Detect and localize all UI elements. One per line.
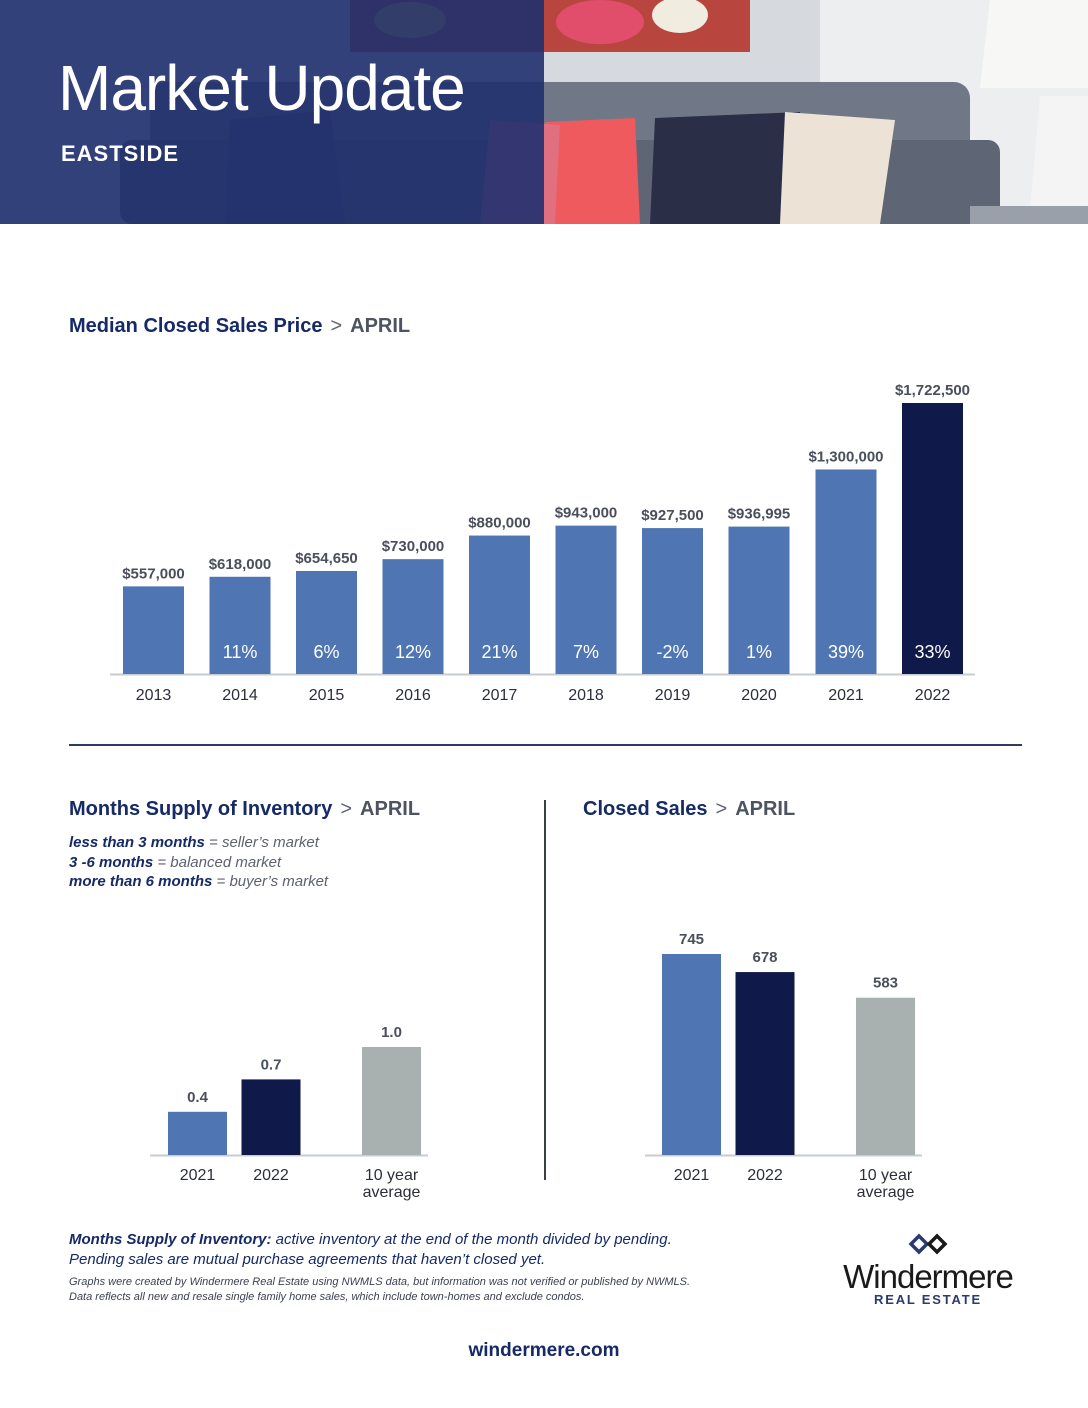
- price-chart-month: APRIL: [350, 315, 411, 337]
- price-change-label: 1%: [746, 642, 772, 662]
- inventory-value-label: 0.4: [187, 1089, 209, 1106]
- website-link[interactable]: windermere.com: [468, 1340, 620, 1361]
- sales-chart-month: APRIL: [735, 798, 796, 820]
- price-bar: [469, 535, 530, 674]
- price-bar: [382, 559, 444, 674]
- price-change-label: 39%: [828, 642, 864, 662]
- legend-row: 3 -6 months = balanced market: [69, 853, 282, 871]
- inventory-category-tick: average: [363, 1184, 421, 1201]
- inventory-definition: Months Supply of Inventory: active inven…: [69, 1231, 672, 1268]
- inventory-chart-separator: >: [340, 798, 353, 820]
- price-value-label: $927,500: [641, 507, 704, 524]
- price-change-label: 11%: [223, 642, 258, 662]
- page-title: Market Update: [58, 52, 466, 124]
- sales-category-tick: average: [857, 1184, 915, 1201]
- price-chart-heading: Median Closed Sales Price > APRIL: [69, 315, 410, 338]
- brand-name: Windermere: [843, 1258, 1014, 1295]
- price-year-tick: 2019: [655, 687, 691, 704]
- header-banner: Market Update EASTSIDE: [0, 0, 1088, 224]
- price-bar-chart: $557,000 2013 $618,000 11% 2014 $654,650 6% 201…: [110, 382, 975, 704]
- inventory-bar: [362, 1047, 421, 1155]
- sales-value-label: 583: [873, 975, 898, 992]
- inventory-category-tick: 2021: [180, 1167, 216, 1184]
- sales-chart-separator: >: [715, 798, 728, 820]
- brand-sub: REAL ESTATE: [874, 1292, 982, 1307]
- price-year-tick: 2022: [915, 687, 951, 704]
- price-value-label: $1,722,500: [895, 382, 970, 399]
- inventory-chart-month: APRIL: [360, 798, 421, 820]
- price-value-label: $557,000: [122, 565, 185, 582]
- inventory-chart-heading: Months Supply of Inventory > APRIL: [69, 798, 420, 821]
- windermere-mark-icon: [908, 1233, 948, 1255]
- price-bar: [815, 469, 877, 674]
- price-bar: [555, 525, 617, 674]
- price-value-label: $730,000: [382, 538, 445, 555]
- price-bar: [209, 576, 271, 674]
- price-change-label: 33%: [914, 642, 950, 662]
- sales-chart-title: Closed Sales: [583, 798, 708, 820]
- price-year-tick: 2018: [568, 687, 604, 704]
- price-chart-title: Median Closed Sales Price: [69, 315, 323, 337]
- price-change-label: 21%: [481, 642, 517, 662]
- price-value-label: $618,000: [209, 556, 272, 573]
- sales-value-label: 745: [679, 931, 704, 948]
- price-year-tick: 2015: [309, 687, 345, 704]
- price-bar: [728, 526, 790, 674]
- price-change-label: 6%: [313, 642, 339, 662]
- inventory-value-label: 0.7: [261, 1056, 282, 1073]
- inventory-bar: [168, 1111, 227, 1155]
- inventory-bar: [241, 1079, 301, 1155]
- sales-bar: [735, 972, 795, 1155]
- section-divider: [69, 744, 1022, 746]
- price-change-label: 7%: [573, 642, 599, 662]
- inventory-category-tick: 2022: [253, 1167, 289, 1184]
- sales-category-tick: 2022: [747, 1167, 783, 1184]
- price-year-tick: 2014: [222, 687, 258, 704]
- inventory-value-label: 1.0: [381, 1024, 402, 1041]
- sales-bar: [662, 954, 721, 1155]
- legend-row: less than 3 months = seller’s market: [69, 834, 319, 851]
- price-value-label: $654,650: [295, 550, 358, 567]
- price-change-label: 12%: [395, 642, 431, 662]
- price-value-label: $936,995: [728, 506, 791, 523]
- inventory-chart-title: Months Supply of Inventory: [69, 798, 333, 820]
- price-year-tick: 2017: [482, 687, 518, 704]
- price-year-tick: 2021: [828, 687, 864, 704]
- legend-row: more than 6 months = buyer’s market: [69, 873, 329, 890]
- column-divider: [544, 800, 546, 1180]
- price-value-label: $1,300,000: [808, 448, 883, 465]
- price-bar: [642, 528, 703, 674]
- header-overlay: [0, 0, 544, 224]
- sales-category-tick: 2021: [674, 1167, 710, 1184]
- sales-chart-heading: Closed Sales > APRIL: [583, 798, 795, 821]
- inventory-category-tick: 10 year: [365, 1167, 419, 1184]
- price-value-label: $943,000: [555, 505, 618, 522]
- region-label: EASTSIDE: [61, 141, 180, 166]
- price-bar: [902, 403, 963, 674]
- price-year-tick: 2013: [136, 687, 172, 704]
- price-chart-separator: >: [330, 315, 343, 337]
- sales-category-tick: 10 year: [859, 1167, 913, 1184]
- sales-bar: [856, 997, 915, 1155]
- data-disclaimer: Graphs were created by Windermere Real E…: [69, 1276, 691, 1303]
- price-change-label: -2%: [656, 642, 688, 662]
- price-year-tick: 2020: [741, 687, 777, 704]
- windermere-logo[interactable]: Windermere REAL ESTATE: [826, 1232, 1030, 1308]
- price-bar: [123, 586, 184, 674]
- price-value-label: $880,000: [468, 515, 531, 532]
- price-year-tick: 2016: [395, 687, 431, 704]
- sales-value-label: 678: [752, 949, 777, 966]
- price-bar: [296, 571, 357, 674]
- inventory-legend: less than 3 months = seller’s market 3 -…: [69, 833, 328, 892]
